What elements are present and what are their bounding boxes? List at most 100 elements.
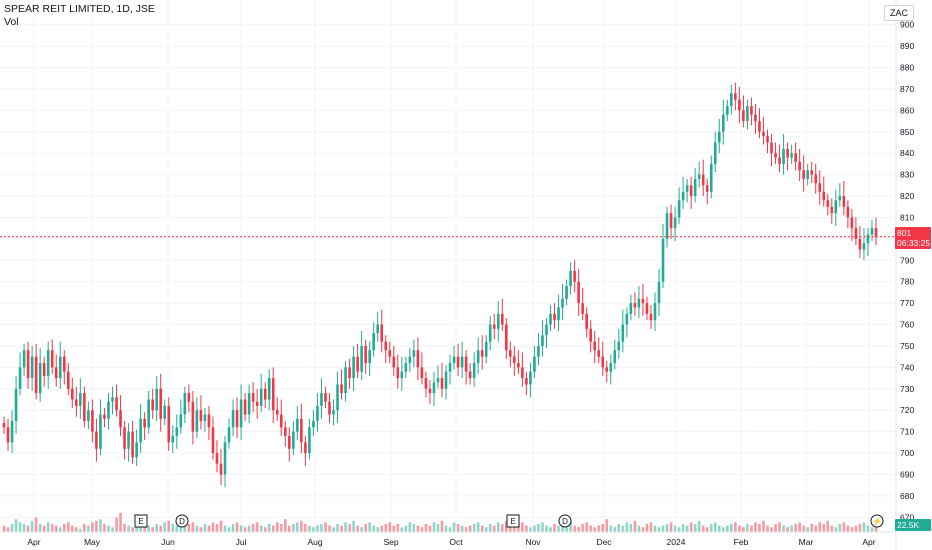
- candle: [685, 178, 689, 203]
- volume-bar: [533, 525, 536, 532]
- earnings-marker[interactable]: E: [134, 514, 148, 528]
- candle: [300, 403, 303, 454]
- volume-bar: [127, 525, 130, 532]
- candle-body: [259, 388, 263, 406]
- candle-body: [316, 405, 319, 421]
- dividend-marker[interactable]: D: [558, 514, 572, 528]
- candle: [553, 303, 556, 329]
- candle-body: [147, 399, 150, 428]
- candle-body: [782, 148, 785, 164]
- candle-body: [376, 324, 380, 334]
- candle: [850, 208, 854, 242]
- candle: [730, 84, 733, 115]
- symbol-title[interactable]: SPEAR REIT LIMITED, 1D, JSE: [4, 3, 155, 15]
- candle: [247, 384, 251, 424]
- event-label: E: [138, 517, 143, 526]
- candle: [830, 198, 834, 224]
- candle-body: [726, 106, 729, 115]
- candle: [271, 367, 275, 424]
- candle-body: [581, 303, 584, 314]
- candle: [577, 268, 580, 316]
- volume-bar: [854, 525, 858, 532]
- earnings-marker[interactable]: E: [506, 514, 520, 528]
- volume-bar: [271, 525, 275, 532]
- volume-bar: [195, 525, 199, 532]
- volume-bar: [255, 522, 259, 532]
- volume-bar: [412, 524, 416, 532]
- volume-bar: [42, 525, 46, 532]
- x-tick-label: May: [84, 537, 101, 547]
- candle-body: [545, 324, 548, 336]
- volume-bar: [705, 527, 709, 532]
- dividend-marker[interactable]: D: [175, 514, 189, 528]
- volume-bar: [569, 520, 572, 532]
- volume-bar: [436, 524, 440, 532]
- candle-body: [553, 313, 556, 321]
- volume-bar: [778, 522, 781, 532]
- candle: [416, 337, 420, 381]
- currency-label[interactable]: ZAC: [884, 5, 914, 21]
- candle-body: [484, 341, 488, 357]
- candle-body: [730, 93, 733, 107]
- volume-bar: [87, 525, 90, 532]
- candle-body: [717, 131, 721, 143]
- candle: [617, 328, 621, 359]
- volume-bar: [259, 525, 263, 532]
- candle-body: [344, 367, 347, 394]
- volume-bar: [629, 524, 633, 532]
- volume-bar: [179, 527, 183, 532]
- volume-bar: [356, 525, 359, 532]
- volume-bar: [54, 525, 58, 532]
- volume-bar: [500, 524, 504, 532]
- candle-body: [685, 185, 689, 192]
- volume-bar: [456, 524, 460, 532]
- price-axis[interactable]: 670 680 690 700 710 720 730 740 750 760 770 780 790 8…: [900, 20, 914, 523]
- candle: [476, 337, 480, 374]
- volume-bar: [175, 525, 179, 532]
- candle: [641, 283, 645, 316]
- x-tick-label: Aug: [307, 537, 322, 547]
- candle-body: [215, 453, 219, 464]
- candle: [806, 163, 809, 186]
- time-axis[interactable]: Apr May Jun Jul Aug Sep Oct Nov Dec 2024 Feb Mar Apr: [27, 537, 875, 547]
- volume-bar: [484, 527, 488, 532]
- candle: [657, 268, 661, 316]
- candle-body: [754, 114, 757, 122]
- candle: [456, 343, 460, 376]
- candle-body: [569, 271, 572, 286]
- candle-body: [360, 345, 363, 372]
- candle: [235, 397, 239, 439]
- volume-legend[interactable]: Vol: [4, 16, 19, 28]
- event-markers[interactable]: E D E D ⚡: [134, 514, 884, 528]
- candle: [697, 161, 701, 188]
- candle: [171, 425, 175, 454]
- candle-body: [75, 399, 78, 406]
- candle: [6, 418, 10, 451]
- volume-bar: [420, 527, 424, 532]
- volume-bar: [818, 522, 822, 532]
- volume-bar: [529, 527, 532, 532]
- volume-bar: [822, 524, 826, 532]
- candle: [364, 339, 367, 374]
- volume-bar: [243, 527, 247, 532]
- volume-bar: [746, 524, 749, 532]
- candle: [858, 226, 862, 259]
- candle: [754, 103, 757, 134]
- candle-body: [83, 393, 86, 421]
- candle-body: [123, 427, 126, 449]
- flash-marker[interactable]: ⚡: [870, 514, 884, 528]
- volume-bar: [525, 525, 528, 532]
- candle-body: [251, 393, 255, 402]
- volume-bar: [448, 527, 452, 532]
- candle-body: [838, 196, 842, 201]
- candle: [625, 307, 629, 338]
- volume-bar: [99, 519, 102, 532]
- candle-body: [50, 350, 54, 368]
- volume-bar: [22, 524, 26, 532]
- candle-body: [521, 367, 524, 379]
- volume-bar: [870, 527, 874, 532]
- candle: [412, 339, 416, 368]
- candle-body: [476, 350, 480, 364]
- candle: [183, 386, 187, 424]
